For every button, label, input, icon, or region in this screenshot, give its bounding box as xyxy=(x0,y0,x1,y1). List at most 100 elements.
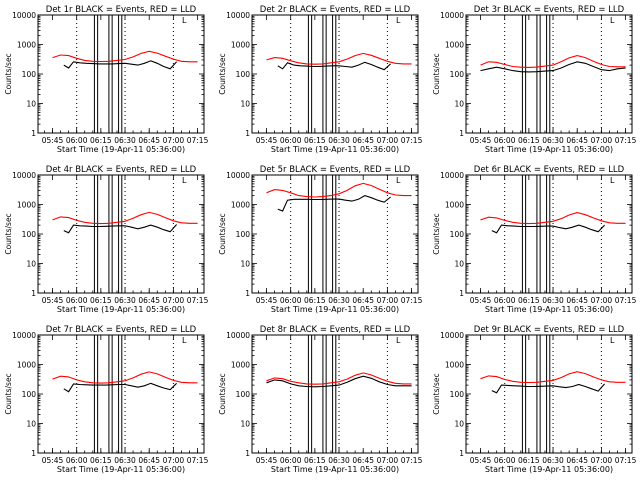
y-tick-label: 10 xyxy=(26,100,36,109)
x-tick-label: 07:00 xyxy=(591,136,613,145)
x-tick-label: 07:15 xyxy=(615,136,637,145)
y-axis-label: Counts/sec xyxy=(432,213,441,254)
panel-title: Det 4r BLACK = Events, RED = LLD xyxy=(46,165,197,175)
x-tick-label: 06:00 xyxy=(280,296,302,305)
x-tick-label: 06:15 xyxy=(518,296,540,305)
panel-title: Det 7r BLACK = Events, RED = LLD xyxy=(46,325,197,335)
series-line-events xyxy=(277,195,391,212)
y-tick-label: 1 xyxy=(31,449,36,458)
y-axis-label: Counts/sec xyxy=(4,53,13,94)
x-tick-label: 06:45 xyxy=(566,136,588,145)
x-tick-label: 06:45 xyxy=(352,456,374,465)
y-tick-label: 1 xyxy=(459,289,464,298)
y-tick-label: 1 xyxy=(245,449,250,458)
x-tick-label: 06:45 xyxy=(352,136,374,145)
x-tick-label: 07:15 xyxy=(615,296,637,305)
series-line-events xyxy=(266,375,412,388)
plot-frame xyxy=(465,174,633,294)
y-tick-label: 1000 xyxy=(231,41,250,50)
x-tick-label: 06:45 xyxy=(138,456,160,465)
series-line-events xyxy=(491,224,605,234)
series-line-events xyxy=(277,61,391,71)
corner-mark: L xyxy=(610,176,615,185)
y-tick-label: 100 xyxy=(236,390,251,399)
x-tick-label: 07:00 xyxy=(377,456,399,465)
x-tick-label: 06:15 xyxy=(304,456,326,465)
y-tick-label: 1 xyxy=(459,129,464,138)
x-axis-label: Start Time (19-Apr-11 05:36:00) xyxy=(485,465,613,474)
y-axis-label: Counts/sec xyxy=(4,373,13,414)
x-axis-label: Start Time (19-Apr-11 05:36:00) xyxy=(57,145,185,154)
series-line-events xyxy=(491,383,606,394)
x-tick-label: 06:30 xyxy=(114,296,136,305)
y-tick-label: 10000 xyxy=(226,331,250,340)
x-tick-label: 05:45 xyxy=(42,456,64,465)
x-tick-label: 05:45 xyxy=(42,136,64,145)
plot-frame xyxy=(465,334,633,454)
series-line-lld xyxy=(480,212,626,225)
panel-title: Det 5r BLACK = Events, RED = LLD xyxy=(260,165,411,175)
x-tick-label: 06:30 xyxy=(542,456,564,465)
x-tick-label: 06:00 xyxy=(66,136,88,145)
x-tick-label: 06:30 xyxy=(328,136,350,145)
y-tick-label: 10000 xyxy=(440,11,464,20)
x-tick-label: 07:00 xyxy=(591,456,613,465)
x-axis-label: Start Time (19-Apr-11 05:36:00) xyxy=(271,145,399,154)
x-tick-label: 07:00 xyxy=(591,296,613,305)
y-tick-label: 1000 xyxy=(17,361,36,370)
x-tick-label: 06:45 xyxy=(566,456,588,465)
series-line-lld xyxy=(266,182,412,198)
series-line-events xyxy=(63,382,177,393)
x-tick-label: 07:00 xyxy=(377,136,399,145)
plot-frame xyxy=(37,334,205,454)
x-tick-label: 06:45 xyxy=(352,296,374,305)
x-tick-label: 06:45 xyxy=(566,296,588,305)
plot-frame xyxy=(37,174,205,294)
y-tick-label: 1000 xyxy=(445,361,464,370)
y-tick-label: 10000 xyxy=(440,331,464,340)
x-tick-label: 07:15 xyxy=(401,136,423,145)
series-line-lld xyxy=(52,211,198,225)
x-tick-label: 06:00 xyxy=(66,296,88,305)
plot-frame xyxy=(251,14,419,134)
y-tick-label: 10 xyxy=(26,420,36,429)
y-tick-label: 10000 xyxy=(12,331,36,340)
x-axis-label: Start Time (19-Apr-11 05:36:00) xyxy=(271,465,399,474)
series-line-lld xyxy=(480,55,626,68)
y-axis-label: Counts/sec xyxy=(218,53,227,94)
panel-title: Det 8r BLACK = Events, RED = LLD xyxy=(260,325,411,335)
y-tick-label: 100 xyxy=(450,230,465,239)
y-tick-label: 100 xyxy=(22,70,37,79)
series-line-lld xyxy=(52,50,198,63)
x-tick-label: 06:30 xyxy=(328,296,350,305)
x-tick-label: 07:15 xyxy=(187,136,209,145)
x-tick-label: 06:45 xyxy=(138,136,160,145)
x-axis-label: Start Time (19-Apr-11 05:36:00) xyxy=(485,305,613,314)
y-axis-label: Counts/sec xyxy=(218,213,227,254)
x-tick-label: 07:15 xyxy=(187,456,209,465)
corner-mark: L xyxy=(396,336,401,345)
x-tick-label: 06:15 xyxy=(304,136,326,145)
x-tick-label: 06:30 xyxy=(114,456,136,465)
series-line-events xyxy=(63,60,178,70)
plot-frame xyxy=(37,14,205,134)
series-line-events xyxy=(63,224,178,234)
y-tick-label: 100 xyxy=(236,230,251,239)
corner-mark: L xyxy=(182,336,187,345)
corner-mark: L xyxy=(610,336,615,345)
panel-title: Det 3r BLACK = Events, RED = LLD xyxy=(474,5,625,15)
x-tick-label: 07:00 xyxy=(163,456,185,465)
x-tick-label: 06:15 xyxy=(90,136,112,145)
x-tick-label: 07:00 xyxy=(163,136,185,145)
x-tick-label: 06:30 xyxy=(114,136,136,145)
y-tick-label: 10 xyxy=(240,260,250,269)
y-tick-label: 100 xyxy=(22,230,37,239)
x-axis-label: Start Time (19-Apr-11 05:36:00) xyxy=(57,465,185,474)
y-tick-label: 10 xyxy=(454,260,464,269)
